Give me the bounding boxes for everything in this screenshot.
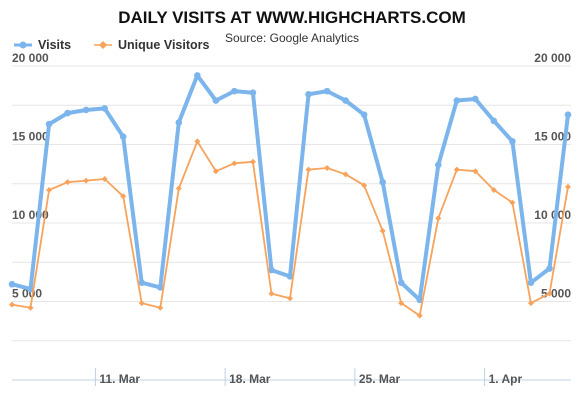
unique-visitors-point[interactable] — [194, 138, 201, 145]
y-tick-label-right: 10 000 — [534, 208, 571, 222]
unique-visitors-point[interactable] — [435, 215, 442, 222]
visits-point[interactable] — [231, 87, 238, 95]
visits-point[interactable] — [434, 161, 442, 169]
y-tick-label-left: 5 000 — [12, 287, 42, 301]
visits-point[interactable] — [360, 111, 368, 118]
unique-visitors-line — [11, 140, 569, 317]
x-tick-label: 1. Apr — [489, 372, 523, 386]
visits-point[interactable] — [45, 120, 53, 128]
y-tick-label-left: 20 000 — [12, 51, 49, 65]
unique-visitors-point[interactable] — [157, 304, 164, 311]
unique-visitors-point[interactable] — [398, 300, 405, 307]
y-tick-label-right: 5 000 — [541, 287, 571, 301]
unique-visitors-point[interactable] — [361, 182, 368, 189]
legend-visits-marker — [19, 41, 27, 49]
visits-point[interactable] — [342, 97, 349, 104]
unique-visitors-point[interactable] — [287, 295, 293, 302]
unique-visitors-point[interactable] — [83, 177, 90, 184]
visits-point[interactable] — [156, 284, 164, 291]
visits-point[interactable] — [175, 119, 183, 126]
visits-point[interactable] — [305, 90, 312, 98]
unique-visitors-point[interactable] — [138, 300, 145, 307]
unique-visitors-point[interactable] — [509, 199, 516, 206]
unique-visitors-point[interactable] — [324, 165, 331, 172]
unique-visitors-point[interactable] — [231, 160, 238, 167]
visits-point[interactable] — [27, 285, 34, 293]
visits-point[interactable] — [82, 106, 90, 114]
legend-visits-label: Visits — [38, 38, 71, 52]
chart-subtitle: Source: Google Analytics — [225, 31, 359, 45]
y-tick-label-right: 20 000 — [534, 51, 571, 65]
visits-point[interactable] — [194, 72, 201, 79]
visits-point[interactable] — [546, 265, 553, 272]
legend-unique-visitors-marker — [99, 41, 107, 49]
unique-visitors-point[interactable] — [175, 185, 182, 192]
visits-point[interactable] — [8, 280, 16, 288]
unique-visitors-point[interactable] — [305, 166, 312, 173]
visits-point[interactable] — [323, 87, 331, 95]
unique-visitors-point[interactable] — [46, 187, 53, 194]
legend: Visits Unique Visitors — [14, 38, 210, 52]
legend-unique-visitors-label: Unique Visitors — [118, 38, 210, 52]
unique-visitors-point[interactable] — [212, 168, 219, 175]
unique-visitors-point[interactable] — [64, 179, 71, 186]
unique-visitors-point[interactable] — [249, 158, 256, 165]
x-tick-label: 25. Mar — [359, 372, 401, 386]
visits-point[interactable] — [490, 117, 498, 125]
y-tick-label-left: 15 000 — [12, 130, 49, 144]
visits-point[interactable] — [527, 279, 535, 286]
visits-point[interactable] — [119, 133, 127, 140]
visits-point[interactable] — [379, 178, 386, 186]
visits-point[interactable] — [138, 279, 146, 286]
visits-point[interactable] — [397, 279, 405, 286]
visits-point[interactable] — [101, 105, 108, 112]
unique-visitors-point[interactable] — [379, 227, 386, 234]
series-unique-visitors — [9, 138, 571, 319]
unique-visitors-point[interactable] — [9, 301, 15, 308]
unique-visitors-point[interactable] — [453, 166, 460, 173]
unique-visitors-point[interactable] — [565, 183, 571, 190]
unique-visitors-point[interactable] — [416, 312, 423, 319]
visits-point[interactable] — [268, 266, 275, 274]
visits-point[interactable] — [64, 109, 71, 117]
unique-visitors-point[interactable] — [27, 304, 34, 311]
visits-point[interactable] — [472, 95, 479, 103]
series-visits — [8, 72, 572, 304]
unique-visitors-point[interactable] — [527, 300, 534, 307]
unique-visitors-point[interactable] — [268, 290, 275, 297]
visits-point[interactable] — [509, 138, 516, 145]
unique-visitors-point[interactable] — [120, 193, 127, 200]
unique-visitors-point[interactable] — [101, 176, 108, 183]
series-layer — [8, 72, 572, 319]
visits-point[interactable] — [416, 296, 424, 304]
visits-point[interactable] — [249, 89, 257, 96]
visits-point[interactable] — [212, 97, 220, 104]
legend-item-visits[interactable]: Visits — [14, 38, 71, 52]
y-tick-label-right: 15 000 — [534, 130, 571, 144]
visits-point[interactable] — [453, 97, 461, 104]
x-tick-label: 11. Mar — [99, 372, 140, 386]
unique-visitors-point[interactable] — [546, 290, 553, 297]
legend-item-unique-visitors[interactable]: Unique Visitors — [94, 38, 210, 52]
visits-point[interactable] — [286, 273, 294, 280]
unique-visitors-point[interactable] — [342, 171, 349, 178]
visits-point[interactable] — [564, 111, 572, 118]
chart-title: DAILY VISITS AT WWW.HIGHCHARTS.COM — [118, 8, 466, 27]
unique-visitors-point[interactable] — [472, 168, 479, 175]
x-tick-label: 18. Mar — [229, 372, 271, 386]
visits-line — [10, 73, 570, 302]
unique-visitors-point[interactable] — [490, 187, 497, 194]
